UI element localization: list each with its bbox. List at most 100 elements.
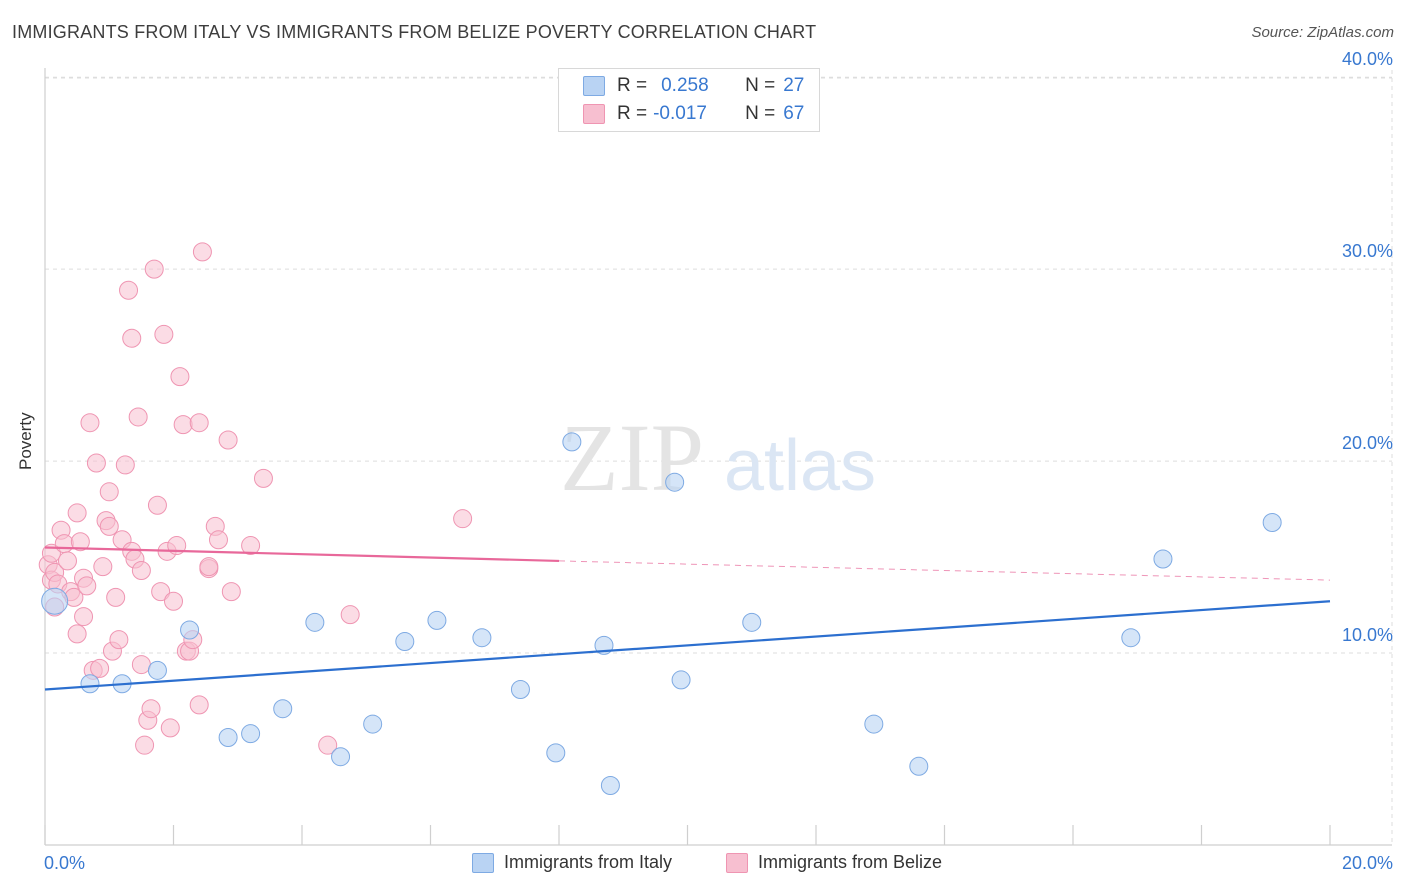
source-label: Source: ZipAtlas.com <box>1251 24 1394 41</box>
italy-point <box>1262 513 1282 533</box>
belize-point <box>122 328 142 348</box>
italy-point <box>600 775 620 795</box>
belize-point <box>54 534 74 554</box>
belize-point <box>318 735 338 755</box>
belize-point <box>147 495 167 515</box>
belize-point <box>57 551 77 571</box>
belize-n-label: N = <box>745 103 776 124</box>
belize-point <box>99 482 119 502</box>
italy-trend-line <box>44 600 1331 691</box>
legend-row-belize: R = -0.017 N = 67 <box>583 101 804 127</box>
belize-trend-extension <box>558 560 1331 581</box>
belize-point <box>218 430 238 450</box>
belize-point <box>253 468 273 488</box>
belize-point <box>241 536 261 556</box>
italy-legend-label: Immigrants from Italy <box>504 852 673 872</box>
belize-n-value: 67 <box>783 103 805 124</box>
italy-n-label: N = <box>745 75 776 96</box>
italy-point <box>147 660 167 680</box>
italy-legend-swatch <box>472 852 494 873</box>
legend-item-belize[interactable]: Immigrants from Belize <box>726 852 942 873</box>
belize-point <box>67 624 87 644</box>
italy-point <box>395 632 415 652</box>
belize-point <box>77 576 97 596</box>
y-tick-label: 30.0% <box>1342 241 1393 261</box>
italy-point <box>909 756 929 776</box>
italy-point <box>241 724 261 744</box>
gridlines <box>45 70 1393 845</box>
belize-r-label: R = <box>617 103 648 124</box>
italy-point <box>671 670 691 690</box>
y-tick-label: 20.0% <box>1342 433 1393 453</box>
belize-point <box>86 453 106 473</box>
belize-point <box>90 658 110 678</box>
belize-point <box>119 280 139 300</box>
belize-point <box>154 324 174 344</box>
belize-point <box>80 413 100 433</box>
belize-point <box>141 699 161 719</box>
watermark-atlas: atlas <box>724 426 876 506</box>
italy-point <box>218 728 238 748</box>
belize-point <box>221 582 241 602</box>
italy-points <box>41 432 1282 795</box>
italy-n-value: 27 <box>783 75 805 96</box>
belize-point <box>170 367 190 387</box>
belize-point <box>189 695 209 715</box>
italy-point <box>41 587 69 615</box>
belize-r-value: -0.017 <box>653 103 707 124</box>
belize-point <box>115 455 135 475</box>
italy-point <box>546 743 566 763</box>
axes <box>44 68 1392 846</box>
italy-point <box>80 674 100 694</box>
belize-point <box>151 582 171 602</box>
belize-point <box>208 530 228 550</box>
italy-point <box>472 628 492 648</box>
italy-point <box>1121 628 1141 648</box>
italy-r-label: R = <box>617 75 648 96</box>
belize-point <box>199 557 219 577</box>
italy-point <box>1153 549 1173 569</box>
belize-points <box>38 242 473 755</box>
y-tick-label: 10.0% <box>1342 625 1393 645</box>
belize-point <box>128 407 148 427</box>
belize-point <box>74 607 94 627</box>
italy-point <box>273 699 293 719</box>
belize-point <box>99 516 119 536</box>
belize-point <box>164 591 183 611</box>
italy-r-value: 0.258 <box>661 75 709 96</box>
belize-point <box>67 503 87 523</box>
italy-point <box>562 432 582 452</box>
correlation-legend: R = 0.258 N = 27 R = -0.017 N = 67 <box>558 68 820 132</box>
belize-point <box>106 587 126 607</box>
italy-point <box>742 612 762 632</box>
chart-title: IMMIGRANTS FROM ITALY VS IMMIGRANTS FROM… <box>12 22 817 42</box>
belize-point <box>109 630 129 650</box>
x-tick-label-max: 20.0% <box>1342 853 1393 873</box>
x-tick-labels: 0.0% 20.0% <box>44 853 1393 873</box>
y-tick-labels: 10.0% 20.0% 30.0% 40.0% <box>1342 49 1393 645</box>
italy-point <box>331 747 351 767</box>
belize-point <box>160 718 180 738</box>
belize-swatch <box>583 104 605 124</box>
italy-point <box>305 612 325 632</box>
italy-point <box>510 680 530 700</box>
belize-trend-line <box>44 546 560 563</box>
watermark-zip: ZIP <box>560 404 704 511</box>
legend-row-italy: R = 0.258 N = 27 <box>583 73 804 99</box>
belize-point <box>144 259 164 279</box>
belize-point <box>192 242 212 262</box>
y-tick-label: 40.0% <box>1342 49 1393 69</box>
belize-point <box>70 532 90 552</box>
italy-point <box>180 620 200 640</box>
belize-point <box>453 509 473 529</box>
legend-item-italy[interactable]: Immigrants from Italy <box>472 852 672 873</box>
italy-point <box>427 610 447 630</box>
belize-point <box>93 557 113 577</box>
italy-point <box>665 472 685 492</box>
belize-legend-label: Immigrants from Belize <box>758 852 943 872</box>
italy-point <box>864 714 884 734</box>
belize-point <box>173 415 193 435</box>
belize-point <box>131 655 151 675</box>
italy-point <box>363 714 383 734</box>
